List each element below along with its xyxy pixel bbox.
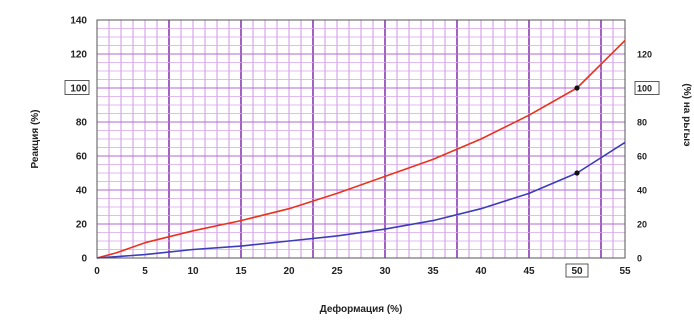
x-tick-label: 55 (619, 266, 631, 277)
y-axis-label: Реакция (%) (30, 109, 41, 168)
x-tick-label: 35 (427, 266, 439, 277)
y-tick-label: 100 (70, 84, 87, 95)
series-line-1 (96, 39, 626, 259)
series-lines (96, 39, 626, 259)
x-tick-label: 5 (142, 266, 148, 277)
y2-tick-label: 100 (637, 84, 652, 94)
x-tick-label: 30 (379, 266, 391, 277)
y-tick-label: 40 (76, 186, 88, 197)
y2-tick-label: 0 (637, 254, 642, 264)
y-tick-label: 140 (70, 16, 87, 27)
y-tick-label: 80 (76, 118, 88, 129)
y-axis-ticks: 0 20 40 60 80 100 120 140 (64, 16, 90, 265)
y2-tick-label: 80 (637, 118, 647, 128)
x-tick-label: 0 (94, 266, 100, 277)
y-tick-label: 20 (76, 220, 88, 231)
y2-tick-label: 40 (637, 186, 647, 196)
y2-tick-highlight-box (634, 81, 660, 95)
y2-tick-label: 60 (637, 152, 647, 162)
x-tick-label: 10 (187, 266, 199, 277)
y2-tick-label: 20 (637, 220, 647, 230)
x-tick-label: 40 (475, 266, 487, 277)
y2-axis-label: (%) на рьгыэ (681, 83, 692, 147)
series-line-2 (96, 141, 626, 259)
series-markers (574, 85, 580, 176)
x-axis-ticks: 0 5 10 15 20 25 30 35 40 45 50 55 (94, 263, 631, 278)
series-marker-2 (574, 170, 580, 176)
y-tick-label: 120 (70, 50, 87, 61)
y2-tick-label: 120 (637, 50, 652, 60)
x-axis-label: Деформация (%) (320, 303, 403, 315)
x-tick-label: 50 (571, 266, 583, 277)
y-tick-label: 0 (81, 254, 87, 265)
x-tick-label: 25 (331, 266, 343, 277)
grid (96, 19, 626, 259)
y2-axis-ticks: 0 20 40 60 80 100 120 (634, 50, 660, 264)
series-marker-1 (574, 85, 580, 91)
x-tick-label: 15 (235, 266, 247, 277)
x-tick-label: 45 (523, 266, 535, 277)
plot-border (96, 19, 626, 259)
y-tick-label: 60 (76, 152, 88, 163)
y-tick-highlight-box (64, 80, 90, 95)
plot-frame (96, 19, 626, 259)
x-tick-highlight-box (565, 263, 589, 278)
x-tick-label: 20 (283, 266, 295, 277)
